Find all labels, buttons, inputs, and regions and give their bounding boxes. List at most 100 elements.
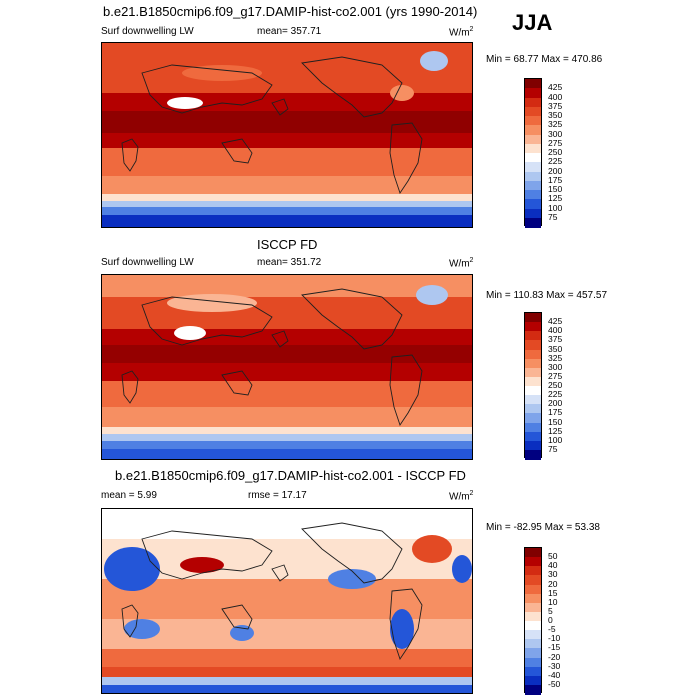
colorbar-tick-label: 350: [548, 110, 563, 120]
panel-1-map: [101, 42, 473, 228]
panel-1-title: b.e21.B1850cmip6.f09_g17.DAMIP-hist-co2.…: [103, 4, 478, 19]
colorbar-tick-label: 0: [548, 615, 553, 625]
colorbar-swatch: [525, 584, 541, 595]
colorbar-tick-label: 200: [548, 398, 563, 409]
colorbar-swatch: [525, 190, 541, 200]
colorbar-swatch: [525, 367, 541, 378]
colorbar-swatch: [525, 675, 541, 686]
colorbar-swatch: [525, 171, 541, 182]
colorbar-tick-label: 75: [548, 211, 558, 222]
panel-3-rmse: rmse = 17.17: [248, 490, 307, 501]
colorbar-swatch: [525, 593, 541, 604]
colorbar-swatch: [525, 125, 541, 135]
colorbar-swatch: [525, 199, 541, 209]
panel-3-map: [101, 508, 473, 694]
colorbar-tick-label: 200: [548, 165, 563, 176]
colorbar-tick-label: 300: [548, 128, 563, 139]
colorbar-tick-label: 225: [548, 389, 563, 400]
colorbar-tick-label: 425: [548, 82, 563, 93]
colorbar-tick-label: 150: [548, 184, 563, 194]
colorbar-tick-label: 125: [548, 425, 563, 436]
colorbar-swatch: [525, 97, 541, 108]
colorbar-swatch: [525, 386, 541, 396]
panel-1-mean: mean= 357.71: [257, 26, 322, 37]
colorbar-swatch: [525, 566, 541, 576]
panel-1-variable: Surf downwelling LW: [101, 26, 194, 37]
panel-2-minmax: Min = 110.83 Max = 457.57: [486, 290, 608, 301]
colorbar-swatch: [525, 180, 541, 191]
panel-1-minmax: Min = 68.77 Max = 470.86: [486, 54, 603, 65]
colorbar-swatch: [525, 88, 541, 98]
colorbar-swatch: [525, 217, 541, 228]
colorbar-swatch: [525, 602, 541, 613]
colorbar-tick-label: 175: [548, 174, 563, 185]
colorbar-swatch: [525, 630, 541, 640]
colorbar-tick-label: 30: [548, 569, 558, 580]
colorbar-tick-label: -20: [548, 651, 561, 662]
colorbar-tick-label: 375: [548, 100, 563, 111]
colorbar-swatch: [525, 313, 541, 323]
colorbar-tick-label: 100: [548, 434, 563, 445]
panel-2-units: W/m2: [449, 257, 474, 270]
panel-3-mean: mean = 5.99: [101, 490, 157, 501]
colorbar-tick-label: 150: [548, 416, 563, 427]
colorbar-tick-label: 400: [548, 325, 563, 336]
colorbar-swatch: [525, 422, 541, 433]
colorbar-swatch: [525, 639, 541, 649]
season-label: JJA: [512, 10, 553, 35]
colorbar-tick-label: 125: [548, 193, 563, 204]
colorbar-tick-label: 15: [548, 587, 558, 598]
colorbar-swatch: [525, 621, 541, 631]
colorbar-tick-label: 400: [548, 91, 563, 102]
colorbar-tick-label: 350: [548, 343, 563, 354]
panel-2-title: ISCCP FD: [257, 237, 318, 252]
colorbar-tick-label: 10: [548, 596, 558, 607]
colorbar-tick-label: -50: [548, 678, 561, 689]
colorbar-tick-label: 20: [548, 578, 558, 589]
colorbar-tick-label: 50: [548, 551, 558, 562]
colorbar-tick-label: -5: [548, 624, 556, 635]
colorbar-swatch: [525, 143, 541, 154]
panel-3-units: W/m2: [449, 490, 474, 503]
colorbar-tick-label: 325: [548, 352, 563, 363]
panel-3-minmax: Min = -82.95 Max = 53.38: [486, 522, 600, 533]
colorbar-tick-label: 5: [548, 605, 553, 616]
colorbar-swatch: [525, 349, 541, 360]
panel-2-variable: Surf downwelling LW: [101, 257, 194, 268]
colorbar-2: [524, 312, 542, 460]
panel-3-title: b.e21.B1850cmip6.f09_g17.DAMIP-hist-co2.…: [115, 468, 466, 483]
colorbar-swatch: [525, 79, 541, 89]
colorbar-tick-label: -15: [548, 642, 561, 653]
colorbar-tick-label: 275: [548, 137, 563, 148]
colorbar-tick-label: 425: [548, 316, 563, 327]
colorbar-swatch: [525, 208, 541, 219]
colorbar-tick-label: 325: [548, 119, 563, 130]
colorbar-1: [524, 78, 542, 228]
colorbar-swatch: [525, 440, 541, 451]
colorbar-tick-label: -40: [548, 669, 561, 680]
colorbar-tick-label: 300: [548, 361, 563, 372]
colorbar-tick-label: 275: [548, 370, 563, 381]
colorbar-swatch: [525, 404, 541, 414]
colorbar-tick-label: -10: [548, 633, 561, 644]
colorbar-swatch: [525, 449, 541, 460]
colorbar-tick-label: 175: [548, 407, 563, 418]
colorbar-swatch: [525, 413, 541, 423]
panel-1-units: W/m2: [449, 26, 474, 39]
colorbar-swatch: [525, 548, 541, 558]
colorbar-swatch: [525, 648, 541, 658]
colorbar-swatch: [525, 162, 541, 172]
colorbar-swatch: [525, 134, 541, 145]
colorbar-swatch: [525, 340, 541, 350]
colorbar-tick-label: 250: [548, 380, 563, 390]
colorbar-swatch: [525, 322, 541, 332]
panel-2-map: [101, 274, 473, 460]
colorbar-tick-label: 375: [548, 334, 563, 345]
colorbar-swatch: [525, 153, 541, 163]
colorbar-swatch: [525, 684, 541, 695]
colorbar-swatch: [525, 358, 541, 369]
panel-2-mean: mean= 351.72: [257, 257, 322, 268]
colorbar-swatch: [525, 376, 541, 387]
colorbar-tick-label: 250: [548, 147, 563, 157]
colorbar-swatch: [525, 611, 541, 622]
